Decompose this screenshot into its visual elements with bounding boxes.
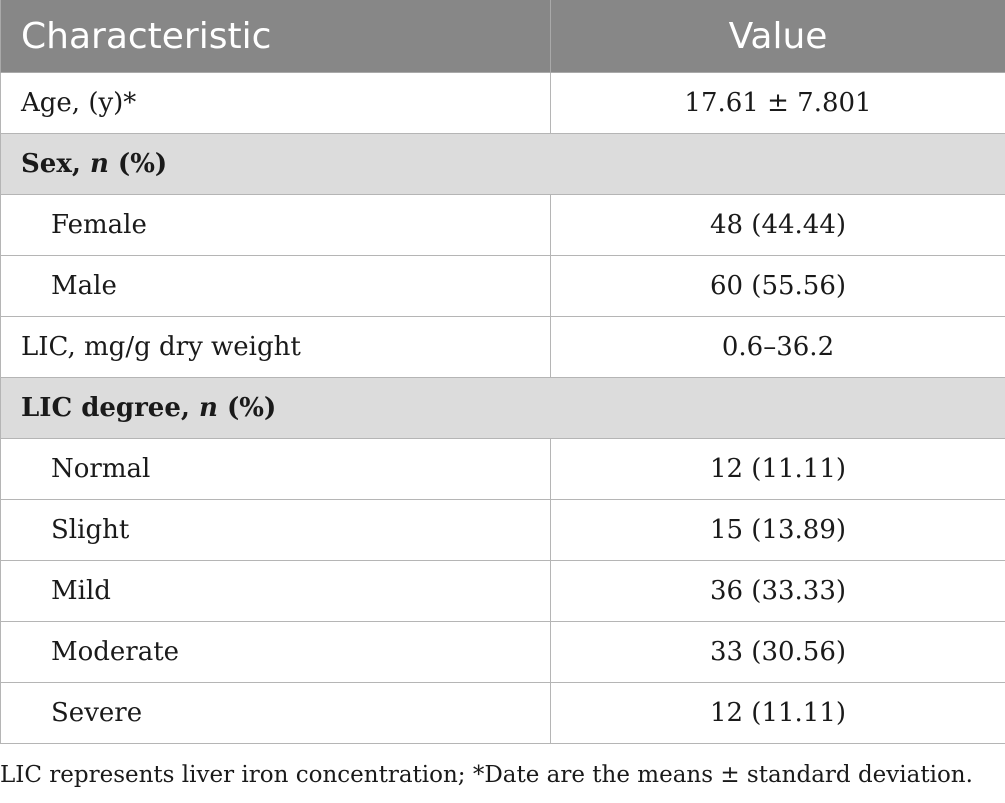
row-label-lic: LIC, mg/g dry weight (0, 316, 551, 378)
row-value-age: 17.61 ± 7.801 (550, 72, 1005, 134)
section-label-prefix: LIC degree, (21, 393, 199, 423)
row-label-normal: Normal (0, 438, 551, 500)
section-label-prefix: Sex, (21, 149, 90, 179)
table-row: Normal 12 (11.11) (0, 438, 1005, 500)
row-value-lic: 0.6–36.2 (550, 316, 1005, 378)
table-row: Male 60 (55.56) (0, 255, 1005, 317)
row-label-female: Female (0, 194, 551, 256)
characteristics-table: Characteristic Value Age, (y)* 17.61 ± 7… (0, 0, 1005, 744)
section-label-lic-degree: LIC degree, n (%) (0, 377, 1005, 439)
table-row: LIC, mg/g dry weight 0.6–36.2 (0, 316, 1005, 378)
table-row: Slight 15 (13.89) (0, 499, 1005, 561)
header-row: Characteristic Value (0, 0, 1005, 73)
row-label-age: Age, (y)* (0, 72, 551, 134)
row-value-normal: 12 (11.11) (550, 438, 1005, 500)
column-header-characteristic: Characteristic (0, 0, 551, 73)
section-row-lic-degree: LIC degree, n (%) (0, 377, 1005, 439)
table-row: Female 48 (44.44) (0, 194, 1005, 256)
section-label-italic: n (89, 149, 109, 179)
column-header-value: Value (550, 0, 1005, 73)
row-value-male: 60 (55.56) (550, 255, 1005, 317)
table-row: Age, (y)* 17.61 ± 7.801 (0, 72, 1005, 134)
section-label-suffix: (%) (217, 393, 277, 423)
table-footnote: LIC represents liver iron concentration;… (0, 762, 973, 788)
row-value-female: 48 (44.44) (550, 194, 1005, 256)
row-value-severe: 12 (11.11) (550, 682, 1005, 744)
section-label-sex: Sex, n (%) (0, 133, 1005, 195)
row-label-moderate: Moderate (0, 621, 551, 683)
table-row: Moderate 33 (30.56) (0, 621, 1005, 683)
row-label-mild: Mild (0, 560, 551, 622)
row-label-male: Male (0, 255, 551, 317)
table-row: Severe 12 (11.11) (0, 682, 1005, 744)
table-row: Mild 36 (33.33) (0, 560, 1005, 622)
row-value-mild: 36 (33.33) (550, 560, 1005, 622)
section-row-sex: Sex, n (%) (0, 133, 1005, 195)
row-label-severe: Severe (0, 682, 551, 744)
row-label-slight: Slight (0, 499, 551, 561)
section-label-suffix: (%) (108, 149, 168, 179)
section-label-italic: n (198, 393, 218, 423)
row-value-slight: 15 (13.89) (550, 499, 1005, 561)
row-value-moderate: 33 (30.56) (550, 621, 1005, 683)
